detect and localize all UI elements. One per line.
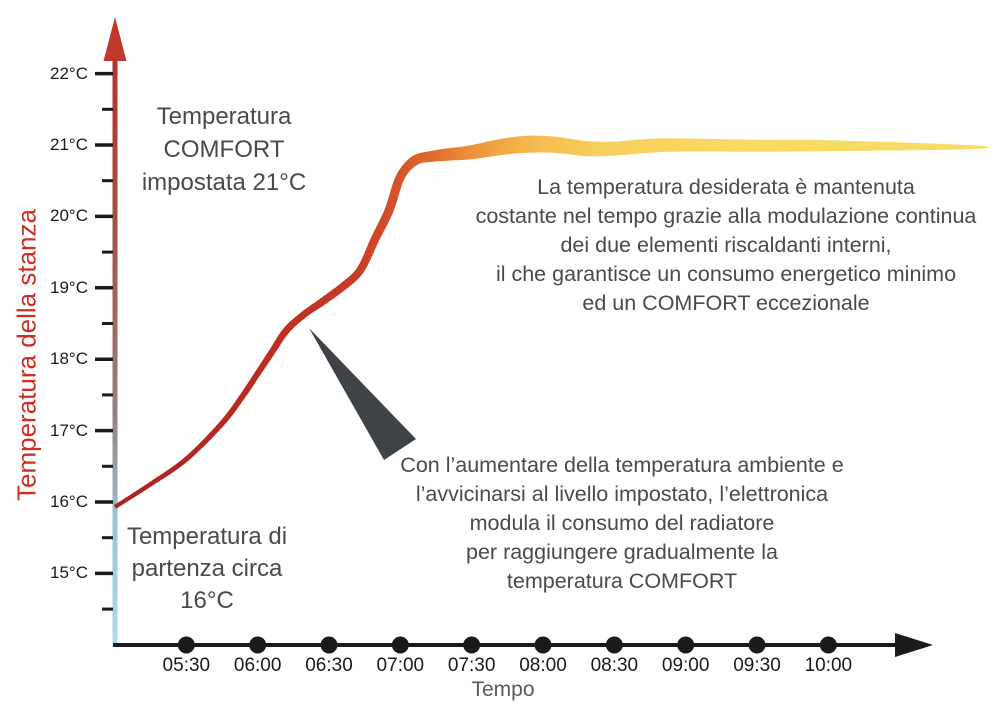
annotation-line: ed un COMFORT eccezionale — [582, 291, 870, 315]
time-dot — [463, 636, 481, 654]
x-tick-label: 07:30 — [447, 655, 496, 676]
annotation-line: La temperatura desiderata è mantenuta — [537, 175, 915, 199]
time-dot — [249, 636, 267, 654]
y-tick-label: 17°C — [50, 420, 88, 440]
annotation-line: l’avvicinarsi al livello impostato, l’el… — [415, 482, 829, 506]
x-tick-label: 08:30 — [590, 655, 639, 676]
pointer-arrow-icon — [309, 328, 416, 460]
annotation-line: partenza circa — [131, 555, 283, 582]
y-tick-label: 20°C — [50, 206, 88, 226]
y-axis-arrowhead-icon — [103, 17, 127, 61]
time-dot — [748, 636, 766, 654]
x-tick-label: 05:30 — [162, 655, 211, 676]
annotation-line: modula il consumo del radiatore — [469, 511, 775, 535]
y-tick-label: 18°C — [50, 349, 88, 369]
annotation-line: COMFORT — [163, 136, 285, 163]
x-tick-label: 06:00 — [233, 655, 282, 676]
y-axis-title: Temperatura della stanza — [11, 209, 42, 501]
time-dot — [677, 636, 695, 654]
annotation-modulation: Con l’aumentare della temperatura ambien… — [400, 451, 843, 596]
annotation-line: 16°C — [180, 587, 234, 614]
annotation-line: Temperatura di — [126, 523, 288, 550]
time-dot — [177, 636, 195, 654]
y-tick-label: 16°C — [50, 492, 88, 511]
y-tick-label: 19°C — [50, 277, 88, 297]
annotation-line: impostata 21°C — [141, 169, 307, 196]
x-tick-label: 10:00 — [804, 655, 853, 676]
annotation-line: Con l’aumentare della temperatura ambien… — [400, 453, 844, 477]
y-tick-label: 22°C — [50, 63, 88, 83]
time-dot — [391, 636, 409, 654]
x-tick-label: 09:00 — [661, 655, 710, 676]
x-tick-label: 08:00 — [519, 655, 567, 676]
time-dot — [819, 636, 837, 654]
annotation-line: Temperatura — [156, 103, 292, 130]
annotation-line: temperatura COMFORT — [506, 569, 738, 593]
annotation-line: costante nel tempo grazie alla modulazio… — [475, 204, 977, 228]
annotation-maintain-constant: La temperatura desiderata è mantenuta cos… — [476, 173, 977, 318]
x-tick-label: 06:30 — [305, 655, 353, 676]
x-tick-label: 09:30 — [733, 655, 781, 676]
x-axis-title: Tempo — [471, 678, 535, 701]
annotation-comfort-setpoint: Temperatura COMFORT impostata 21°C — [142, 100, 306, 199]
annotation-start-temperature: Temperatura di partenza circa 16°C — [127, 521, 287, 617]
y-axis-ticks — [95, 71, 113, 611]
annotation-line: dei due elementi riscaldanti interni, — [560, 233, 892, 257]
annotation-line: il che garantisce un consumo energetico … — [495, 262, 957, 286]
y-tick-label: 15°C — [50, 563, 88, 583]
time-dot — [534, 636, 552, 654]
x-tick-label: 07:00 — [376, 655, 425, 676]
time-dot — [605, 636, 623, 654]
annotation-line: per raggiungere gradualmente la — [466, 540, 778, 564]
time-dot — [320, 636, 338, 654]
x-axis-arrowhead-icon — [895, 633, 933, 657]
y-tick-label: 21°C — [50, 135, 88, 154]
x-axis-dots — [177, 636, 837, 654]
